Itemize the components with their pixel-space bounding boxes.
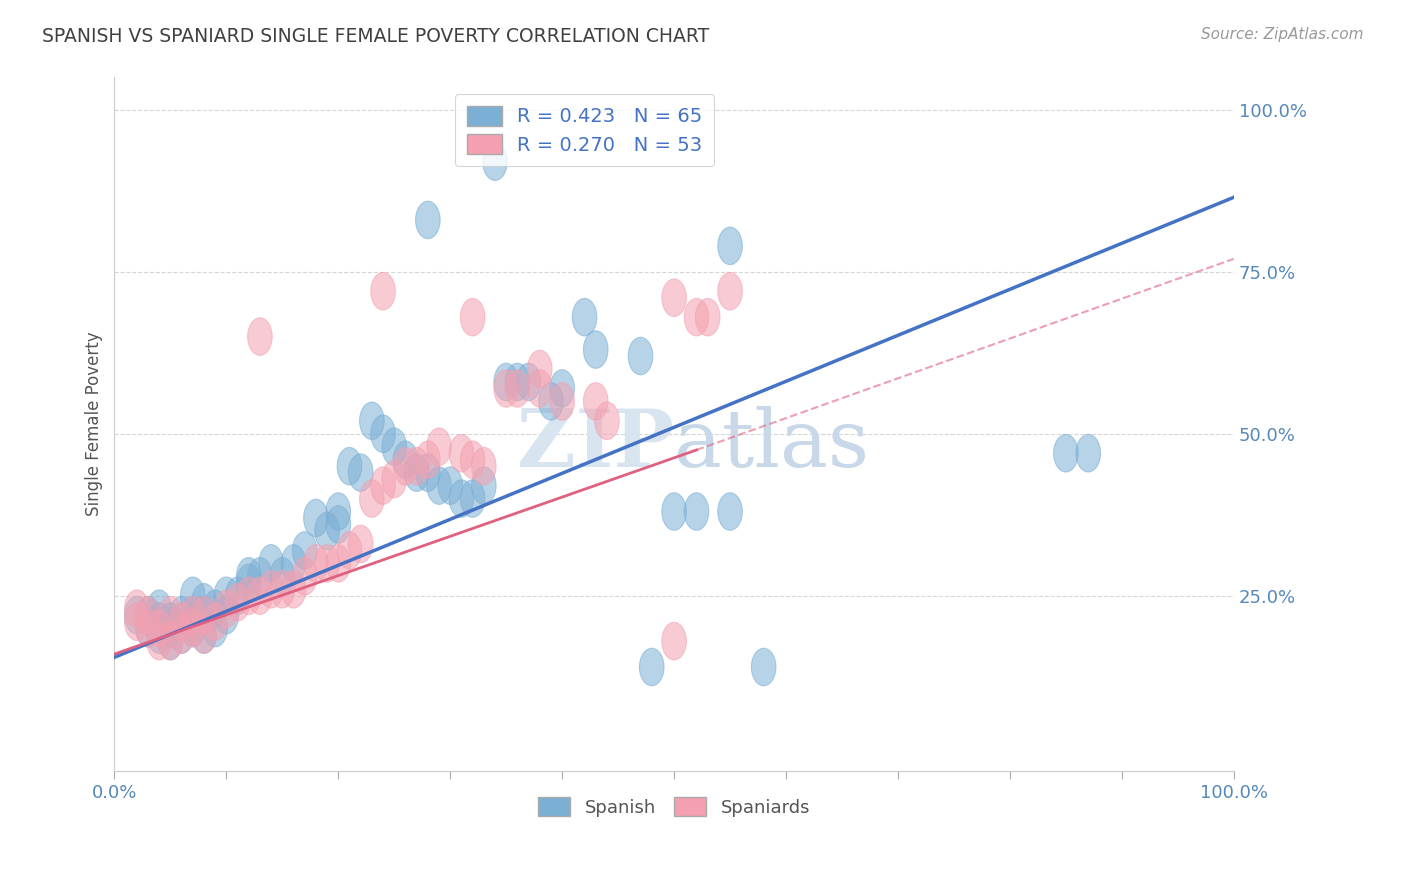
Legend: Spanish, Spaniards: Spanish, Spaniards xyxy=(530,790,818,824)
Text: atlas: atlas xyxy=(673,406,869,483)
Text: ZIP: ZIP xyxy=(517,406,673,483)
Text: SPANISH VS SPANIARD SINGLE FEMALE POVERTY CORRELATION CHART: SPANISH VS SPANIARD SINGLE FEMALE POVERT… xyxy=(42,27,710,45)
Y-axis label: Single Female Poverty: Single Female Poverty xyxy=(86,332,103,516)
Text: Source: ZipAtlas.com: Source: ZipAtlas.com xyxy=(1201,27,1364,42)
